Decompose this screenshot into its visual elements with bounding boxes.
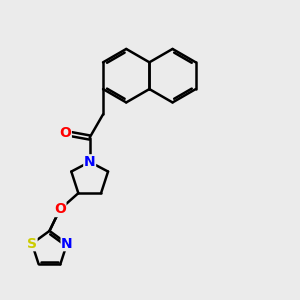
Text: N: N [61, 237, 73, 250]
Text: O: O [59, 126, 71, 140]
Text: N: N [84, 155, 95, 169]
Text: S: S [27, 237, 37, 250]
Text: O: O [54, 202, 66, 217]
